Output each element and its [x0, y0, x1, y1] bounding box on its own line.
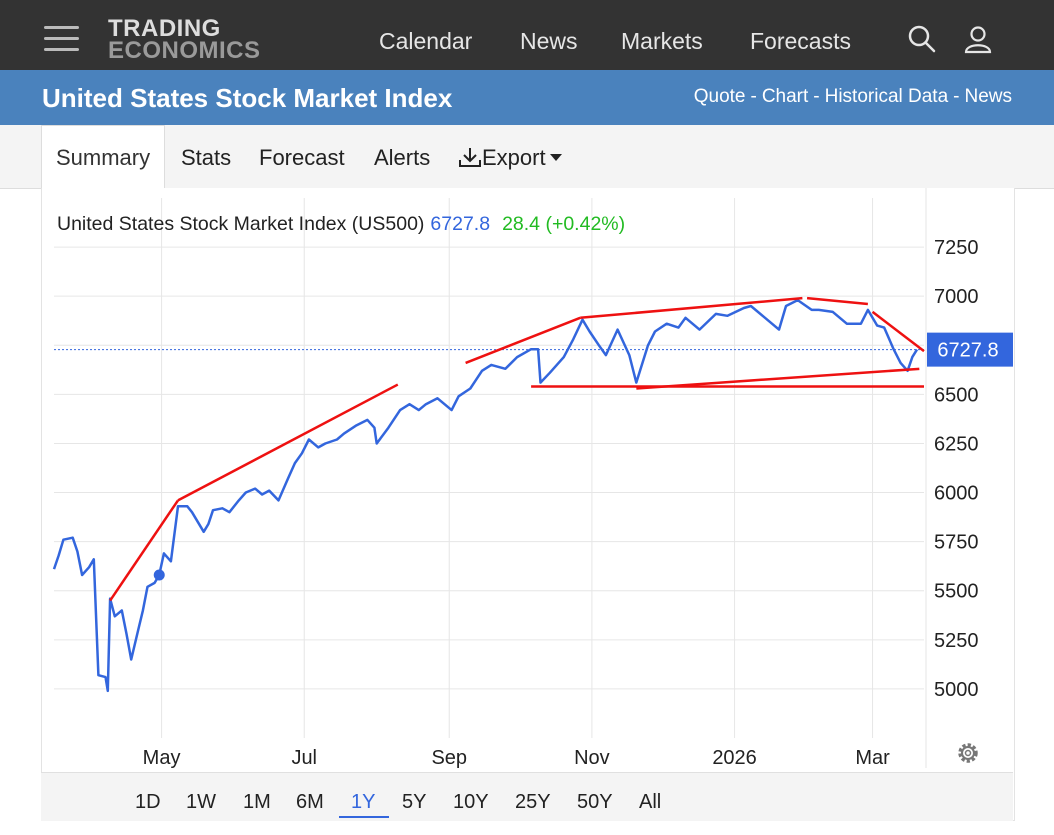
y-axis: 5000 5250 5500 5750 6000 6250 6500 7000 7250 — [934, 237, 979, 701]
last-price-badge: 6727.8 — [927, 332, 1013, 367]
y-tick-label: 7000 — [934, 286, 979, 308]
export-label: Export — [482, 145, 546, 170]
trendline — [465, 316, 581, 365]
range-all[interactable]: All — [639, 791, 662, 813]
logo-line2: ECONOMICS — [108, 37, 261, 64]
y-tick-label: 7250 — [934, 237, 979, 259]
download-icon — [459, 148, 481, 167]
tab-alerts[interactable]: Alerts — [374, 145, 431, 170]
range-6m[interactable]: 6M — [296, 791, 324, 813]
y-tick-label: 5000 — [934, 679, 979, 701]
nav-forecasts[interactable]: Forecasts — [750, 28, 851, 54]
grid — [54, 188, 927, 768]
tab-bar: Summary Stats Forecast Alerts Export — [0, 125, 1054, 189]
x-tick-label: Mar — [855, 747, 890, 769]
user-icon[interactable] — [963, 24, 993, 54]
range-5y[interactable]: 5Y — [402, 791, 427, 813]
tab-summary[interactable]: Summary — [41, 125, 166, 189]
range-1m[interactable]: 1M — [243, 791, 271, 813]
range-selector: 1D 1W 1M 6M 1Y 5Y 10Y 25Y 50Y All — [41, 772, 1013, 821]
link-separator: - — [813, 86, 820, 107]
link-separator: - — [750, 86, 757, 107]
range-1d[interactable]: 1D — [135, 791, 161, 813]
y-tick-label: 6500 — [934, 384, 979, 406]
y-tick-label: 5750 — [934, 532, 979, 554]
range-10y[interactable]: 10Y — [453, 791, 489, 813]
x-tick-label: Sep — [431, 747, 467, 769]
range-50y[interactable]: 50Y — [577, 791, 613, 813]
range-1w[interactable]: 1W — [186, 791, 216, 813]
nav-calendar[interactable]: Calendar — [379, 28, 473, 54]
active-range-underline — [339, 816, 389, 818]
link-news[interactable]: News — [964, 86, 1012, 107]
link-quote[interactable]: Quote — [693, 86, 746, 107]
nav-news[interactable]: News — [520, 28, 578, 54]
top-navbar: TRADING ECONOMICS Calendar News Markets … — [0, 0, 1054, 70]
settings-gear-icon[interactable] — [958, 743, 978, 763]
y-tick-label: 5250 — [934, 630, 979, 652]
y-tick-label: 6000 — [934, 483, 979, 505]
trendline — [871, 310, 925, 353]
x-axis: May Jul Sep Nov 2026 Mar — [143, 747, 890, 769]
range-25y[interactable]: 25Y — [515, 791, 551, 813]
logo-line1: TRADING — [108, 15, 221, 42]
y-tick-label: 6250 — [934, 433, 979, 455]
trendline — [806, 296, 868, 306]
trendline — [177, 383, 399, 502]
y-tick-label: 5500 — [934, 581, 979, 603]
search-icon[interactable] — [907, 24, 937, 54]
chart-legend: United States Stock Market Index (US500)… — [57, 213, 625, 235]
nav-markets[interactable]: Markets — [621, 28, 703, 54]
link-historical-data[interactable]: Historical Data — [824, 86, 949, 107]
last-price-label: 6727.8 — [937, 340, 998, 362]
tab-forecast[interactable]: Forecast — [259, 145, 345, 170]
price-chart[interactable]: May Jul Sep Nov 2026 Mar 5000 5250 5500 5750 6000… — [0, 188, 1054, 772]
trendline — [636, 367, 920, 390]
legend-last: 6727.8 — [430, 213, 490, 235]
legend-change: 28.4 (+0.42%) — [502, 213, 625, 235]
trendline — [109, 499, 179, 602]
title-bar: United States Stock Market Index Quote - C… — [0, 70, 1054, 125]
x-tick-label: May — [143, 747, 181, 769]
legend-name: United States Stock Market Index (US500) — [57, 213, 424, 235]
x-tick-label: 2026 — [712, 747, 757, 769]
link-separator: - — [953, 86, 960, 107]
logo[interactable]: TRADING ECONOMICS — [108, 15, 261, 64]
trendlines — [109, 296, 925, 602]
x-tick-label: Jul — [291, 747, 317, 769]
range-1y[interactable]: 1Y — [351, 791, 376, 813]
trendline — [580, 296, 803, 320]
series-marker — [153, 569, 165, 581]
menu-icon[interactable] — [44, 26, 80, 52]
tab-stats[interactable]: Stats — [181, 145, 232, 170]
caret-down-icon — [549, 154, 562, 161]
link-chart[interactable]: Chart — [761, 86, 809, 107]
tab-export[interactable]: Export — [458, 145, 563, 171]
chart-panel — [41, 188, 1015, 821]
quick-links: Quote - Chart - Historical Data - News — [694, 86, 1012, 108]
price-series-line — [52, 298, 919, 693]
x-tick-label: Nov — [574, 747, 610, 769]
page-title: United States Stock Market Index — [42, 83, 453, 113]
